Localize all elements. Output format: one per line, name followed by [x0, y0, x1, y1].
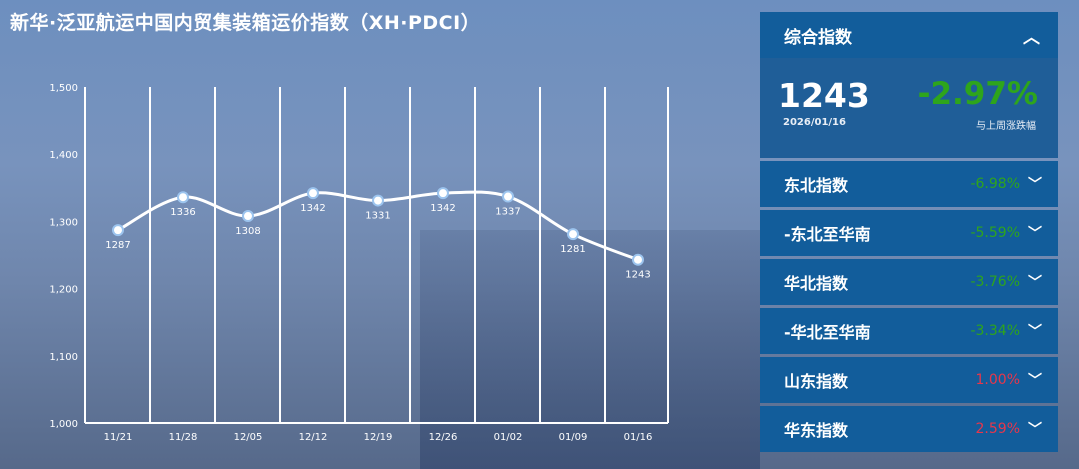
page-title: 新华·泛亚航运中国内贸集装箱运价指数（XH·PDCI） [10, 12, 481, 34]
index-row[interactable]: -华北至华南 -3.34% ﹀ [760, 308, 1058, 354]
background-image [420, 230, 760, 469]
chevron-down-icon[interactable]: ﹀ [1028, 422, 1042, 438]
index-row-label: -华北至华南 [784, 323, 871, 342]
x-tick-label: 01/09 [559, 432, 588, 443]
index-row-label: 山东指数 [784, 372, 849, 391]
index-row-change: 2.59% [975, 421, 1020, 437]
index-row-change: -3.34% [970, 323, 1020, 339]
composite-index-header[interactable]: 综合指数 ︿ [760, 12, 1058, 58]
chevron-down-icon[interactable]: ﹀ [1028, 226, 1042, 242]
chevron-up-icon[interactable]: ︿ [1023, 27, 1040, 48]
x-tick-label: 01/16 [624, 432, 653, 443]
x-tick-label: 01/02 [494, 432, 523, 443]
index-row[interactable]: -东北至华南 -5.59% ﹀ [760, 210, 1058, 256]
index-panel: 综合指数 ︿ 1243 2026/01/16 -2.97% 与上周涨跌幅 东北指… [760, 12, 1058, 452]
data-label: 1342 [300, 203, 325, 214]
chevron-down-icon[interactable]: ﹀ [1028, 177, 1042, 193]
index-row-label: 华北指数 [784, 274, 849, 293]
index-change: -2.97% [917, 76, 1038, 112]
data-point [567, 228, 579, 241]
data-label: 1342 [430, 203, 455, 214]
x-tick-label: 11/28 [169, 432, 198, 443]
data-label: 1281 [560, 244, 585, 255]
data-point [372, 194, 384, 207]
data-point [502, 190, 514, 203]
index-row-change: -3.76% [970, 274, 1020, 290]
index-row-change: -6.98% [970, 176, 1020, 192]
composite-summary: 1243 2026/01/16 -2.97% 与上周涨跌幅 [760, 58, 1058, 158]
change-caption: 与上周涨跌幅 [976, 121, 1036, 132]
index-value: 1243 [778, 76, 870, 115]
line-chart: 1,000 1,100 1,200 1,300 1,400 1,500 11/21 11/28… [49, 83, 653, 443]
y-tick-label: 1,200 [49, 285, 78, 296]
index-row-change: -5.59% [970, 225, 1020, 241]
x-tick-label: 12/26 [429, 432, 458, 443]
x-tick-label: 11/21 [104, 432, 133, 443]
data-label: 1336 [170, 207, 195, 218]
data-label: 1337 [495, 207, 520, 218]
y-tick-label: 1,300 [49, 217, 78, 228]
y-tick-label: 1,500 [49, 83, 78, 94]
data-point [437, 187, 449, 200]
data-label: 1287 [105, 240, 130, 251]
index-date: 2026/01/16 [783, 117, 846, 128]
x-tick-label: 12/19 [364, 432, 393, 443]
chevron-down-icon[interactable]: ﹀ [1028, 373, 1042, 389]
index-row-change: 1.00% [975, 372, 1020, 388]
composite-index-label: 综合指数 [784, 27, 852, 48]
y-tick-label: 1,400 [49, 150, 78, 161]
y-tick-label: 1,100 [49, 352, 78, 363]
data-point [112, 224, 124, 237]
chevron-down-icon[interactable]: ﹀ [1028, 275, 1042, 291]
index-row[interactable]: 华东指数 2.59% ﹀ [760, 406, 1058, 452]
data-point [242, 210, 254, 223]
x-tick-label: 12/12 [299, 432, 328, 443]
data-label: 1243 [625, 270, 650, 281]
y-tick-label: 1,000 [49, 419, 78, 430]
index-row[interactable]: 山东指数 1.00% ﹀ [760, 357, 1058, 403]
data-point [632, 253, 644, 266]
index-row[interactable]: 华北指数 -3.76% ﹀ [760, 259, 1058, 305]
data-label: 1331 [365, 211, 390, 222]
data-point [177, 191, 189, 204]
index-row-label: 华东指数 [784, 421, 849, 440]
x-tick-label: 12/05 [234, 432, 263, 443]
chevron-down-icon[interactable]: ﹀ [1028, 324, 1042, 340]
index-row[interactable]: 东北指数 -6.98% ﹀ [760, 161, 1058, 207]
index-row-label: -东北至华南 [784, 225, 871, 244]
data-label: 1308 [235, 226, 260, 237]
data-point [307, 187, 319, 200]
index-row-label: 东北指数 [784, 176, 849, 195]
